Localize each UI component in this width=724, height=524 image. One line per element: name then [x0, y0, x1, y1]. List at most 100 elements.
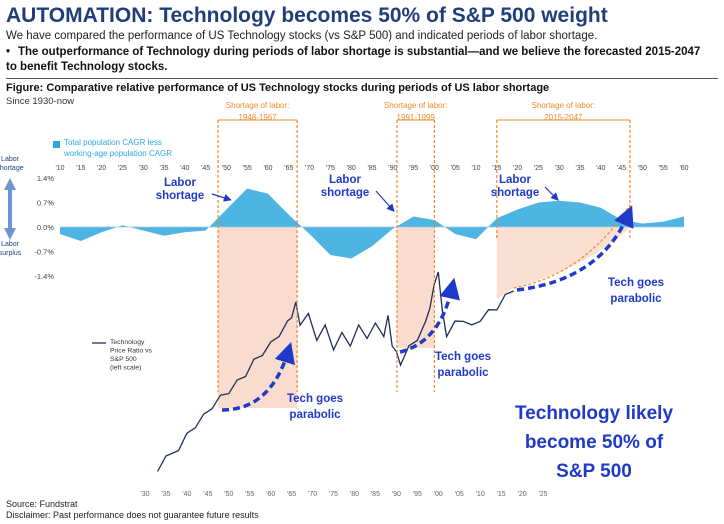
upper-tick-label: '30 [555, 165, 564, 172]
tech-parabolic-label: Tech goes parabolic [287, 393, 343, 421]
upper-tick-label: '25 [534, 165, 543, 172]
disclaimer-note: Disclaimer: Past performance does not gu… [6, 510, 259, 520]
page-title: AUTOMATION: Technology becomes 50% of S&… [6, 4, 608, 27]
parabolic-arrow-3 [516, 205, 634, 292]
upper-tick-label: '30 [139, 165, 148, 172]
source-note: Source: Fundstrat [6, 499, 78, 509]
upper-tick-label: '35 [159, 165, 168, 172]
upper-tick-label: '20 [97, 165, 106, 172]
upper-tick-label: '35 [575, 165, 584, 172]
lower-tick-label: '80 [350, 491, 359, 498]
upper-tick-label: '65 [284, 165, 293, 172]
upper-tick-label: '10 [55, 165, 64, 172]
left-axis-bottom-label: Labor surplus [0, 241, 22, 257]
legend-label-area: Total population CAGR less working-age po… [63, 138, 172, 158]
upper-tick-label: '60 [263, 165, 272, 172]
lower-tick-label: '40 [182, 491, 191, 498]
lower-tick-label: '10 [476, 491, 485, 498]
lower-tick-label: '60 [266, 491, 275, 498]
upper-tick-label: '25 [118, 165, 127, 172]
conclusion-text: Technology likely become 50% of S&P 500 [515, 403, 673, 482]
upper-tick-label: '10 [471, 165, 480, 172]
upper-tick-label: '55 [659, 165, 668, 172]
shade-period-lower [396, 227, 435, 348]
labor-cagr-area [60, 188, 684, 259]
key-point-text: The outperformance of Technology during … [6, 46, 701, 73]
tech-ratio-line [156, 271, 514, 472]
period-label: Shortage of labor: 1948-1967 [226, 101, 290, 122]
labor-shortage-arrow [375, 190, 395, 212]
shade-period-forecast [496, 227, 630, 300]
lower-tick-label: '55 [245, 491, 254, 498]
labor-shortage-label: Labor shortage [321, 174, 370, 199]
lower-tick-label: '70 [308, 491, 317, 498]
forecast-curve [513, 204, 631, 289]
period-label: Shortage of labor: 1991-1999 [384, 101, 448, 122]
legend-label-line: Technology Price Ratio vs S&P 500 (left sca… [110, 339, 153, 372]
upper-tick-label: '75 [326, 165, 335, 172]
upper-tick-label: '55 [243, 165, 252, 172]
shade-period-lower [218, 227, 298, 408]
upper-tick-label: '45 [201, 165, 210, 172]
tech-parabolic-label: Tech goes parabolic [435, 351, 491, 379]
figure-subtitle: Since 1930-now [6, 96, 75, 107]
upper-tick-label: '80 [347, 165, 356, 172]
upper-tick-label: '50 [222, 165, 231, 172]
axes-layer: '10 '15 '20 '25 '30 '35 '40 '45 '50 '55 '60 '65 '70 '… [34, 165, 688, 498]
lower-tick-label: '75 [329, 491, 338, 498]
lower-tick-label: '15 [497, 491, 506, 498]
lower-tick-label: '20 [517, 491, 526, 498]
lower-tick-label: '90 [392, 491, 401, 498]
upper-tick-label: '40 [596, 165, 605, 172]
lower-tick-label: '85 [371, 491, 380, 498]
y-tick-label: 1.4% [37, 174, 54, 183]
y-tick-label: -1.4% [34, 272, 54, 281]
lower-tick-label: '25 [538, 491, 547, 498]
upper-tick-label: '20 [513, 165, 522, 172]
y-tick-label: 0.0% [37, 223, 54, 232]
upper-tick-label: '40 [180, 165, 189, 172]
period-label: Shortage of labor: 2015-2047 [532, 101, 596, 122]
upper-tick-label: '70 [305, 165, 314, 172]
parabolic-arrow-1 [221, 341, 295, 412]
lower-tick-label: '00 [434, 491, 443, 498]
shade-layer [218, 227, 630, 408]
upper-tick-label: '60 [679, 165, 688, 172]
upper-tick-label: '90 [388, 165, 397, 172]
figure-title: Figure: Comparative relative performance… [6, 82, 550, 94]
upper-tick-label: '15 [76, 165, 85, 172]
double-arrow-icon [4, 178, 16, 240]
labor-shortage-arrow [544, 186, 559, 201]
lower-tick-label: '50 [224, 491, 233, 498]
area-layer [60, 188, 684, 259]
upper-tick-label: '05 [451, 165, 460, 172]
labor-shortage-arrow [211, 193, 232, 202]
labor-shortage-label: Labor shortage [156, 177, 205, 202]
tech-parabolic-label: Tech goes parabolic [608, 277, 664, 305]
y-tick-label: 0.7% [37, 199, 54, 208]
upper-tick-label: '45 [617, 165, 626, 172]
lower-tick-label: '95 [413, 491, 422, 498]
bullet-dot: • [6, 46, 11, 58]
line-layer [156, 271, 514, 472]
lower-tick-label: '05 [455, 491, 464, 498]
page-subtitle: We have compared the performance of US T… [6, 30, 598, 42]
y-tick-label: -0.7% [34, 248, 54, 257]
lower-tick-label: '45 [203, 491, 212, 498]
labor-shortage-label: Labor shortage [491, 174, 540, 199]
annotation-layer: Total population CAGR less working-age po… [0, 138, 673, 482]
lower-tick-label: '30 [140, 491, 149, 498]
upper-tick-label: '85 [367, 165, 376, 172]
parabolic-arrow-2 [399, 277, 460, 354]
divider [6, 78, 718, 79]
lower-tick-label: '35 [161, 491, 170, 498]
key-point-bullet: • The outperformance of Technology during… [6, 45, 706, 75]
legend-swatch-area [53, 141, 60, 148]
lower-tick-label: '65 [287, 491, 296, 498]
upper-tick-label: '50 [638, 165, 647, 172]
upper-tick-label: '95 [409, 165, 418, 172]
upper-tick-label: '00 [430, 165, 439, 172]
upper-tick-label: '15 [492, 165, 501, 172]
